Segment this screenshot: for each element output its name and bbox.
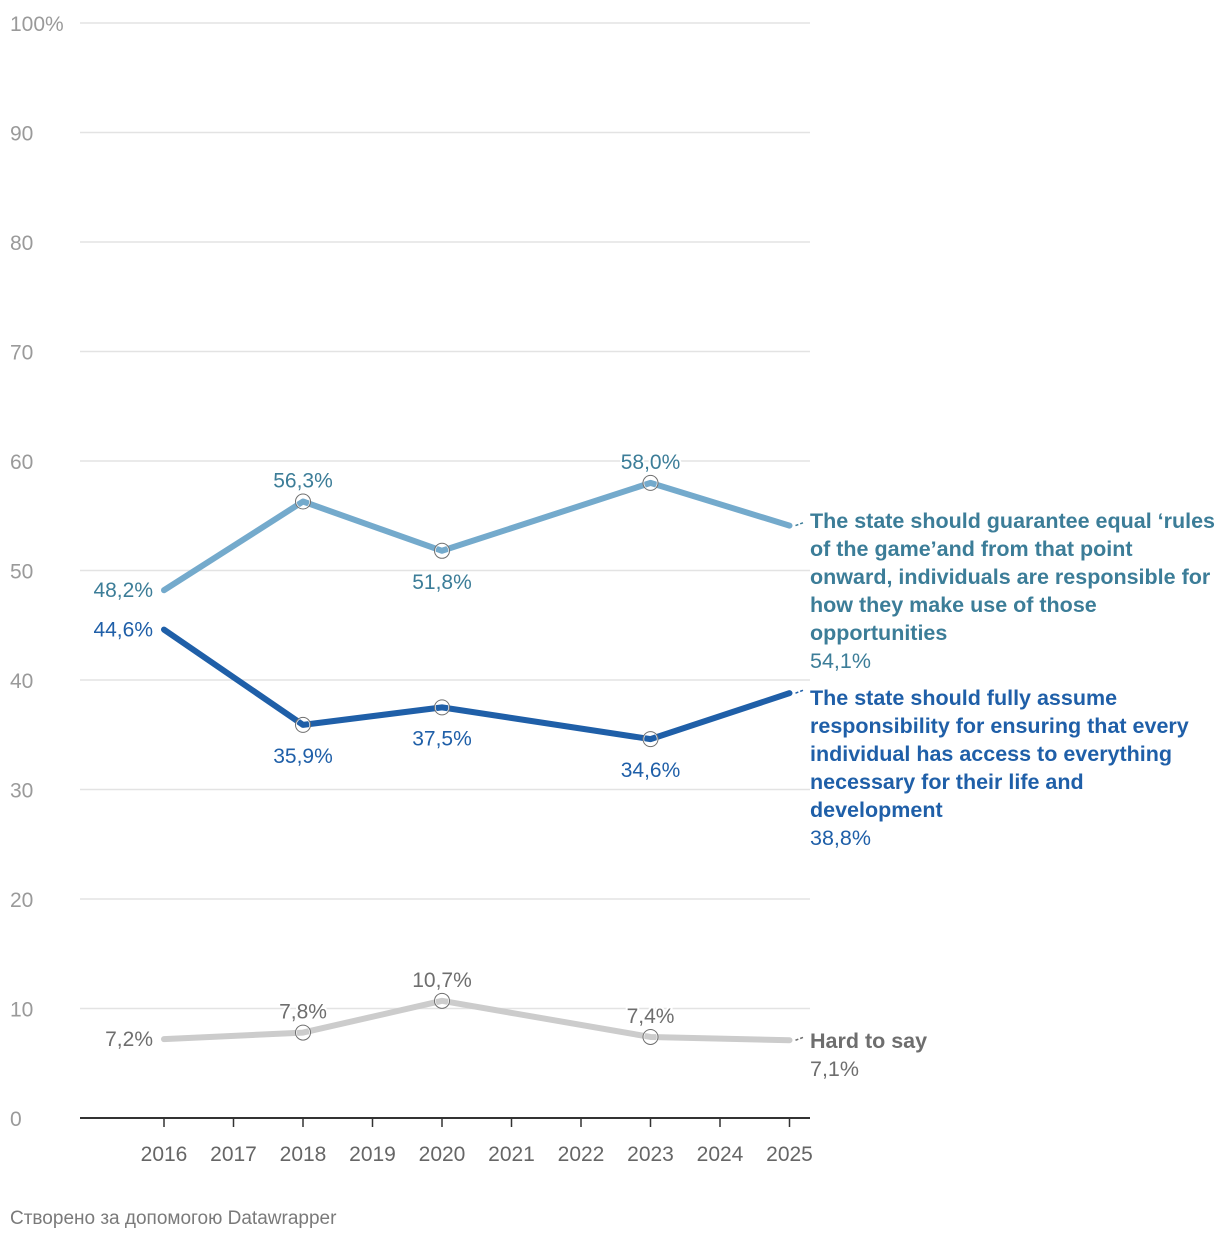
legend-hard-to-say-value: 7,1% [810, 1057, 860, 1081]
y-tick-label-90: 90 [10, 123, 33, 146]
y-axis-ticks: 0 10 20 30 40 50 60 70 80 90 100% [10, 13, 64, 1131]
y-tick-label-100: 100% [10, 13, 64, 36]
x-tick-label-2020: 2020 [419, 1143, 466, 1166]
y-tick-label-20: 20 [10, 889, 33, 912]
y-tick-label-80: 80 [10, 232, 33, 255]
marker-hard-to-say-2018 [295, 1024, 311, 1041]
data-labels: 48,2% 56,3% 51,8% 58,0% 44,6% 35,9% 37,5% 34,6%… [91, 449, 682, 1053]
data-label-hard-to-say-2023: 7,4% [627, 1005, 675, 1028]
legend-hard-to-say-name: Hard to say [810, 1029, 928, 1053]
y-tick-label-40: 40 [10, 670, 33, 693]
data-label-full-responsibility-2018: 35,9% [273, 745, 333, 768]
legend-full-responsibility: The state should fully assume responsibi… [810, 684, 1215, 852]
series-line-hard-to-say [161, 997, 793, 1044]
data-label-equal-rules-2023: 58,0% [621, 451, 681, 474]
marker-equal-rules-2023 [642, 474, 659, 491]
x-tick-label-2019: 2019 [349, 1143, 396, 1166]
x-tick-label-2023: 2023 [627, 1143, 674, 1166]
y-tick-label-50: 50 [10, 561, 33, 584]
legend-full-responsibility-name: The state should fully assume responsibi… [810, 686, 1189, 822]
y-tick-label-30: 30 [10, 780, 33, 803]
connector-hard-to-say [795, 1036, 804, 1041]
legend-full-responsibility-value: 38,8% [810, 826, 871, 850]
x-tick-label-2021: 2021 [488, 1143, 535, 1166]
marker-hard-to-say-2020 [434, 992, 450, 1009]
y-tick-label-0: 0 [10, 1108, 22, 1131]
data-label-hard-to-say-2020: 10,7% [412, 969, 472, 992]
marker-full-responsibility-2023 [642, 731, 659, 748]
legend-equal-rules: The state should guarantee equal ‘rules … [810, 507, 1215, 675]
y-tick-label-70: 70 [10, 342, 33, 365]
connector-equal-rules [795, 521, 804, 527]
legend-equal-rules-name: The state should guarantee equal ‘rules … [810, 509, 1216, 645]
series-lines [161, 479, 793, 1044]
data-label-full-responsibility-2023: 34,6% [621, 759, 681, 782]
data-label-full-responsibility-2016: 44,6% [93, 619, 153, 642]
point-markers [295, 474, 659, 1045]
legend-connectors [795, 521, 804, 1041]
y-tick-label-60: 60 [10, 451, 33, 474]
data-label-equal-rules-2018: 56,3% [273, 470, 333, 493]
footer-credit: Створено за допомогою Datawrapper [10, 1208, 337, 1229]
marker-hard-to-say-2023 [642, 1028, 659, 1045]
x-axis: 2016 2017 2018 2019 2020 2021 2022 2023 2024 2025 [80, 1117, 813, 1166]
connector-full-responsibility [795, 689, 804, 694]
x-tick-label-2022: 2022 [558, 1143, 605, 1166]
marker-equal-rules-2020 [434, 542, 450, 559]
data-label-equal-rules-2016: 48,2% [93, 579, 153, 602]
legend-hard-to-say: Hard to say 7,1% [810, 1027, 1215, 1083]
x-tick-label-2025: 2025 [766, 1143, 813, 1166]
data-label-full-responsibility-2020: 37,5% [412, 727, 472, 750]
marker-full-responsibility-2018 [295, 716, 311, 733]
data-label-hard-to-say-2016: 7,2% [105, 1028, 153, 1051]
x-tick-label-2017: 2017 [210, 1143, 257, 1166]
x-tick-label-2016: 2016 [141, 1143, 188, 1166]
marker-full-responsibility-2020 [434, 699, 450, 716]
legend-equal-rules-value: 54,1% [810, 649, 871, 673]
series-line-full-responsibility [161, 626, 793, 743]
x-tick-label-2024: 2024 [697, 1143, 744, 1166]
series-line-equal-rules [161, 479, 793, 594]
data-label-hard-to-say-2018: 7,8% [279, 1001, 327, 1024]
gridlines [80, 22, 810, 1010]
y-tick-label-10: 10 [10, 999, 33, 1022]
marker-equal-rules-2018 [295, 493, 311, 510]
x-tick-label-2018: 2018 [280, 1143, 327, 1166]
data-label-equal-rules-2020: 51,8% [412, 571, 472, 594]
